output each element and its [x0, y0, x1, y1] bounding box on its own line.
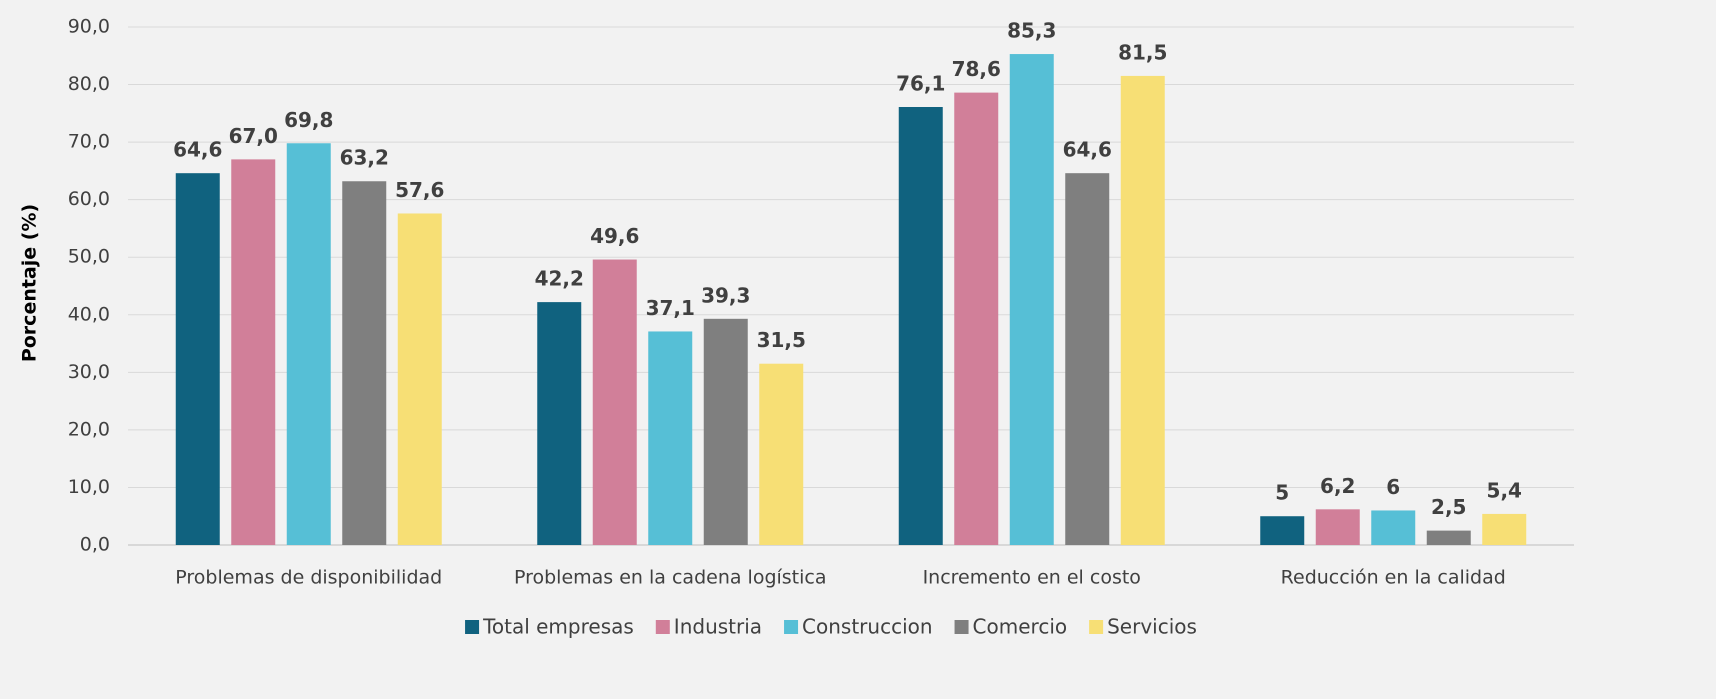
bar	[1120, 75, 1165, 545]
legend-label: Comercio	[973, 615, 1068, 639]
data-label: 6	[1386, 475, 1400, 499]
data-label: 5,4	[1487, 478, 1522, 502]
data-label: 63,2	[340, 146, 389, 170]
y-tick-label: 30,0	[68, 361, 110, 383]
data-label: 67,0	[229, 124, 278, 148]
y-tick-label: 80,0	[68, 73, 110, 95]
bar	[175, 173, 220, 546]
bar	[954, 92, 999, 545]
bar	[231, 159, 276, 545]
bar	[703, 318, 748, 545]
y-tick-label: 50,0	[68, 246, 110, 268]
y-tick-label: 40,0	[68, 303, 110, 325]
data-label: 37,1	[646, 296, 695, 320]
data-label: 64,6	[1063, 138, 1112, 162]
y-tick-label: 70,0	[68, 131, 110, 153]
data-label: 76,1	[896, 72, 945, 96]
data-label: 57,6	[395, 178, 444, 202]
bar	[1371, 510, 1416, 545]
data-label: 5	[1275, 481, 1289, 505]
legend-label: Servicios	[1107, 615, 1197, 639]
data-label: 2,5	[1431, 495, 1466, 519]
x-tick-label: Reducción en la calidad	[1281, 567, 1506, 589]
bar	[648, 331, 693, 545]
x-tick-label: Incremento en el costo	[923, 567, 1141, 589]
bar	[537, 302, 582, 545]
data-label: 81,5	[1118, 40, 1167, 64]
legend-swatch	[1089, 620, 1104, 634]
bar	[592, 259, 637, 545]
data-label: 85,3	[1007, 19, 1056, 43]
data-label: 78,6	[952, 57, 1001, 81]
y-tick-label: 0,0	[80, 534, 110, 556]
data-label: 42,2	[535, 267, 584, 291]
y-tick-label: 90,0	[68, 16, 110, 38]
bar	[1009, 54, 1054, 545]
legend-label: Industria	[674, 615, 762, 639]
data-label: 69,8	[284, 108, 333, 132]
y-axis-title: Porcentaje (%)	[19, 204, 41, 362]
data-label: 64,6	[173, 138, 222, 162]
legend-swatch	[465, 620, 480, 634]
legend-swatch	[784, 620, 799, 634]
data-label: 6,2	[1320, 474, 1355, 498]
bar	[1315, 509, 1360, 545]
x-tick-label: Problemas en la cadena logística	[514, 567, 827, 589]
bar	[397, 213, 442, 546]
legend-label: Total empresas	[482, 615, 634, 639]
data-label: 49,6	[590, 224, 639, 248]
data-label: 31,5	[757, 328, 806, 352]
y-tick-label: 10,0	[68, 476, 110, 498]
legend-swatch	[655, 620, 670, 634]
bar	[1426, 530, 1471, 545]
bar	[759, 363, 804, 545]
bar	[1260, 516, 1305, 545]
y-tick-label: 60,0	[68, 188, 110, 210]
legend-swatch	[954, 620, 969, 634]
legend-label: Construccion	[802, 615, 933, 639]
data-label: 39,3	[701, 283, 750, 307]
bar	[1065, 173, 1110, 546]
y-tick-label: 20,0	[68, 418, 110, 440]
bar	[286, 143, 331, 546]
x-tick-label: Problemas de disponibilidad	[175, 567, 442, 589]
bar	[342, 181, 387, 545]
bar	[1482, 513, 1527, 545]
bar	[898, 107, 943, 545]
